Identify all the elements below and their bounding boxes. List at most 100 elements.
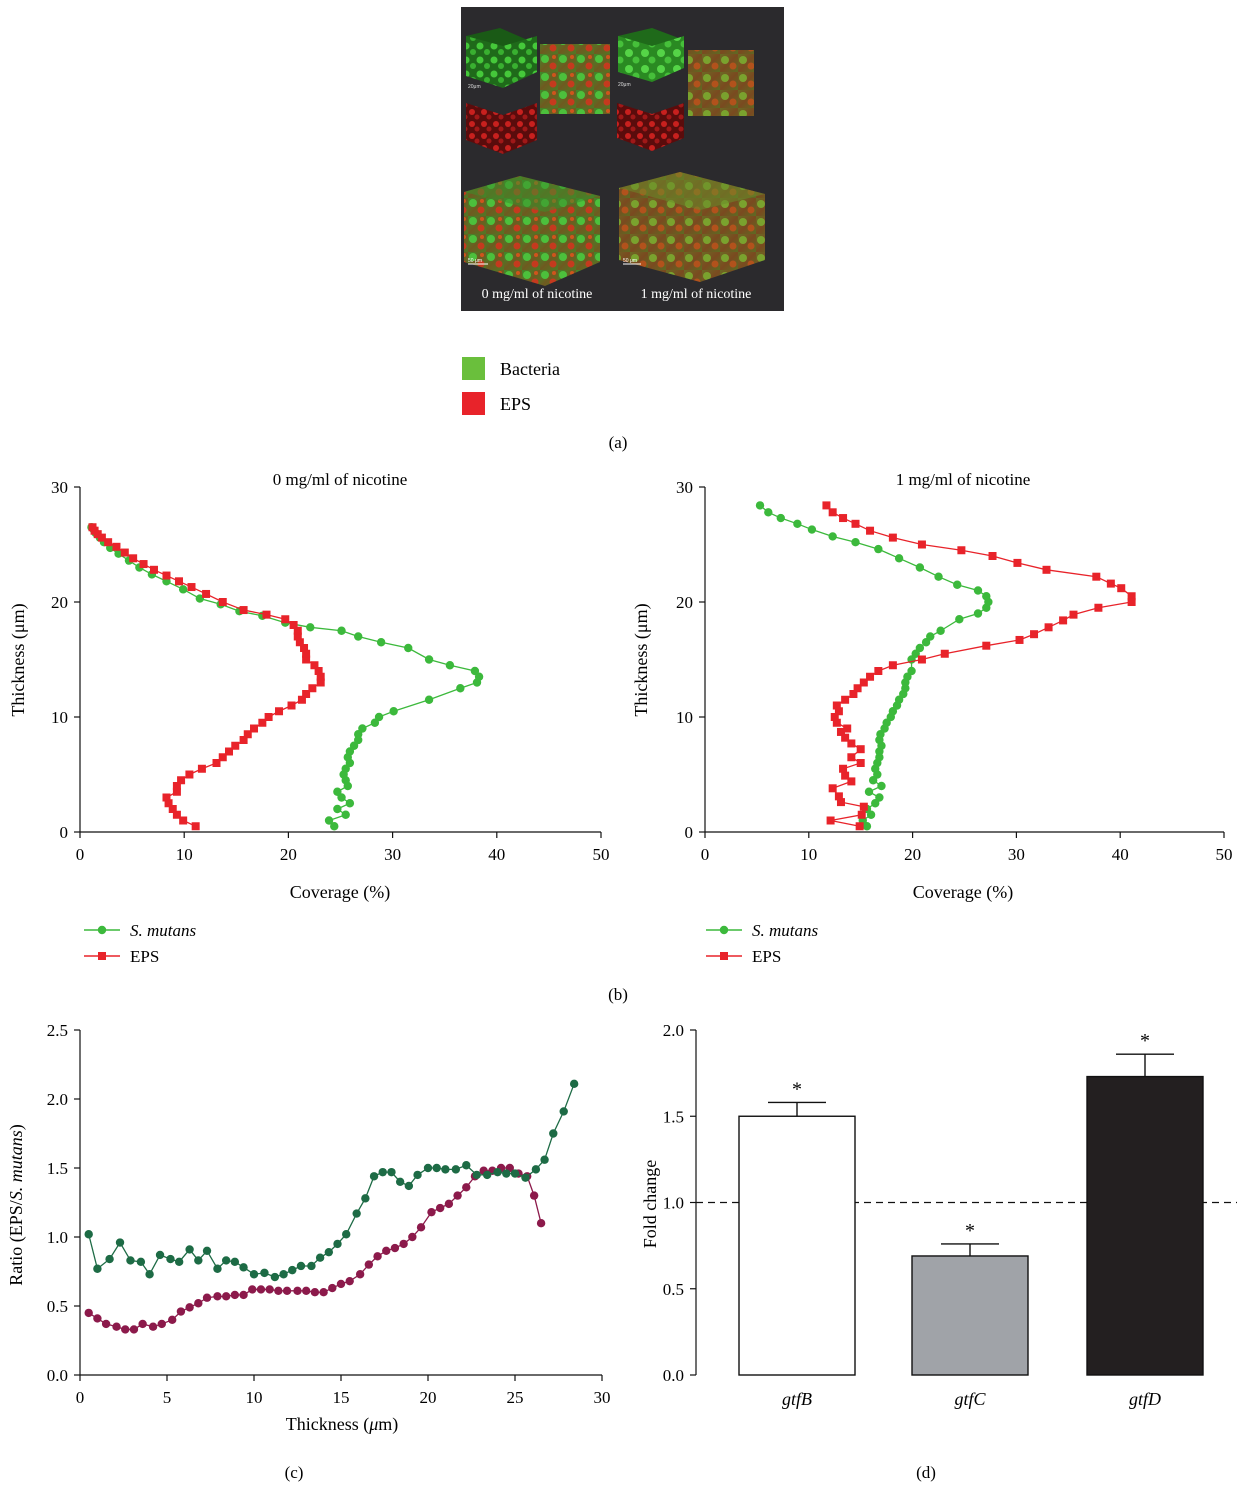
- y-axis-label: Fold change: [640, 1160, 660, 1248]
- ratio-0mg-point: [93, 1314, 102, 1323]
- smutans-point: [973, 609, 983, 618]
- x-axis-label: Thickness (μm): [286, 1414, 399, 1435]
- smutans-point: [926, 632, 935, 641]
- ratio-1mg-point: [249, 1270, 259, 1279]
- eps-point: [112, 542, 121, 551]
- eps-point: [841, 695, 850, 704]
- ratio-0mg-point: [230, 1290, 240, 1300]
- ratio-1mg-line: [88, 1083, 575, 1278]
- ratio-0mg-point: [176, 1307, 186, 1316]
- ratio-1mg-point: [493, 1167, 502, 1177]
- x-tick-label: 10: [800, 845, 817, 864]
- eps-point: [828, 784, 837, 793]
- eps-point: [855, 822, 864, 831]
- legend-marker-eps: [720, 952, 728, 960]
- y-tick-label: 0.5: [47, 1297, 68, 1316]
- x-tick-label: 20: [280, 845, 297, 864]
- scale-label-large-1mg: 50 μm: [623, 258, 637, 264]
- ratio-1mg-point: [510, 1169, 520, 1178]
- x-tick-label: 0: [701, 845, 710, 864]
- eps-point: [1127, 592, 1136, 601]
- smutans-point: [793, 519, 802, 528]
- smutans-point: [306, 623, 315, 632]
- eps-point: [162, 571, 171, 580]
- eps-point: [239, 736, 248, 744]
- smutans-point: [851, 538, 860, 547]
- panel-label-c: (c): [285, 1463, 304, 1482]
- eps-point: [1106, 579, 1115, 588]
- image-caption-0mg: 0 mg/ml of nicotine: [482, 287, 593, 302]
- eps-point: [179, 816, 188, 825]
- eps-cube-1mg: [617, 103, 684, 151]
- chart-legend: S. mutans EPS: [706, 921, 819, 966]
- ratio-1mg-point: [387, 1167, 396, 1177]
- ratio-0mg-point: [408, 1232, 417, 1242]
- eps-point: [314, 667, 323, 675]
- ratio-1mg-point: [482, 1170, 492, 1180]
- ratio-0mg-point: [310, 1288, 320, 1297]
- smutans-point: [901, 684, 910, 693]
- eps-point: [982, 641, 991, 650]
- eps-point: [281, 615, 290, 624]
- smutans-point: [333, 787, 342, 796]
- eps-point: [287, 701, 296, 710]
- smutans-point: [915, 563, 925, 572]
- ratio-0mg-point: [148, 1322, 158, 1331]
- eps-point: [302, 649, 311, 658]
- eps-point: [172, 782, 181, 790]
- bacteria-cube-0mg: [466, 36, 537, 88]
- smutans-point: [875, 753, 884, 762]
- eps-point: [316, 672, 325, 681]
- y-tick-label: 0: [60, 823, 69, 842]
- y-axis-label: Ratio (EPS/S. mutans): [6, 1124, 27, 1286]
- eps-point: [853, 684, 862, 693]
- eps-point: [841, 771, 850, 780]
- smutans-point: [341, 810, 350, 819]
- ratio-1mg-point: [540, 1155, 549, 1164]
- panel-label-d: (d): [916, 1463, 936, 1482]
- ratio-1mg-point: [432, 1163, 441, 1173]
- eps-point: [225, 747, 234, 756]
- eps-point: [149, 565, 158, 574]
- eps-point: [888, 661, 897, 670]
- smutans-point: [973, 586, 983, 595]
- eps-point: [218, 598, 227, 606]
- smutans-point: [807, 525, 817, 534]
- smutans-point: [456, 684, 465, 693]
- ratio-1mg-point: [221, 1256, 231, 1265]
- ratio-1mg-point: [279, 1270, 288, 1279]
- y-tick-label: 2.0: [663, 1021, 684, 1040]
- y-tick-label: 30: [51, 478, 68, 497]
- ratio-0mg-point: [416, 1223, 426, 1232]
- ratio-1mg-point: [549, 1129, 558, 1138]
- ratio-0mg-point: [138, 1319, 147, 1329]
- x-tick-label: 50: [593, 845, 610, 864]
- ratio-1mg-point: [174, 1257, 184, 1267]
- ratio-1mg-point: [202, 1246, 212, 1256]
- eps-point: [316, 678, 325, 687]
- bar-gtfB: [738, 1115, 856, 1376]
- x-tick-label: gtfB: [782, 1389, 812, 1409]
- eps-point: [857, 810, 866, 819]
- eps-point: [836, 727, 845, 736]
- eps-point: [888, 533, 897, 542]
- ratio-1mg-point: [361, 1194, 370, 1203]
- ratio-1mg-point: [569, 1079, 579, 1089]
- ratio-0mg-point: [221, 1292, 231, 1301]
- ratio-1mg-point: [194, 1256, 203, 1265]
- eps-cube-0mg: [466, 103, 537, 154]
- ratio-1mg-point: [213, 1264, 222, 1273]
- eps-point: [851, 519, 860, 528]
- eps-point: [1117, 584, 1126, 593]
- ratio-1mg-point: [404, 1181, 414, 1191]
- chart-marks: 0.0 0.5 1.0 1.5 2.0 2.5 0 5 10 15 20 25 30: [47, 1021, 611, 1407]
- biofilm-image-0mg: 20μm 50 μm: [464, 28, 610, 286]
- eps-point: [917, 655, 926, 664]
- ratio-1mg-point: [441, 1165, 450, 1174]
- smutans-point: [955, 615, 964, 624]
- eps-point: [957, 546, 966, 555]
- legend-swatch-bacteria: [462, 357, 485, 380]
- x-tick-label: 40: [1112, 845, 1129, 864]
- y-tick-label: 0.0: [47, 1366, 68, 1385]
- chart-ratio: 0.0 0.5 1.0 1.5 2.0 2.5 0 5 10 15 20 25 30 Thickness…: [6, 1021, 611, 1435]
